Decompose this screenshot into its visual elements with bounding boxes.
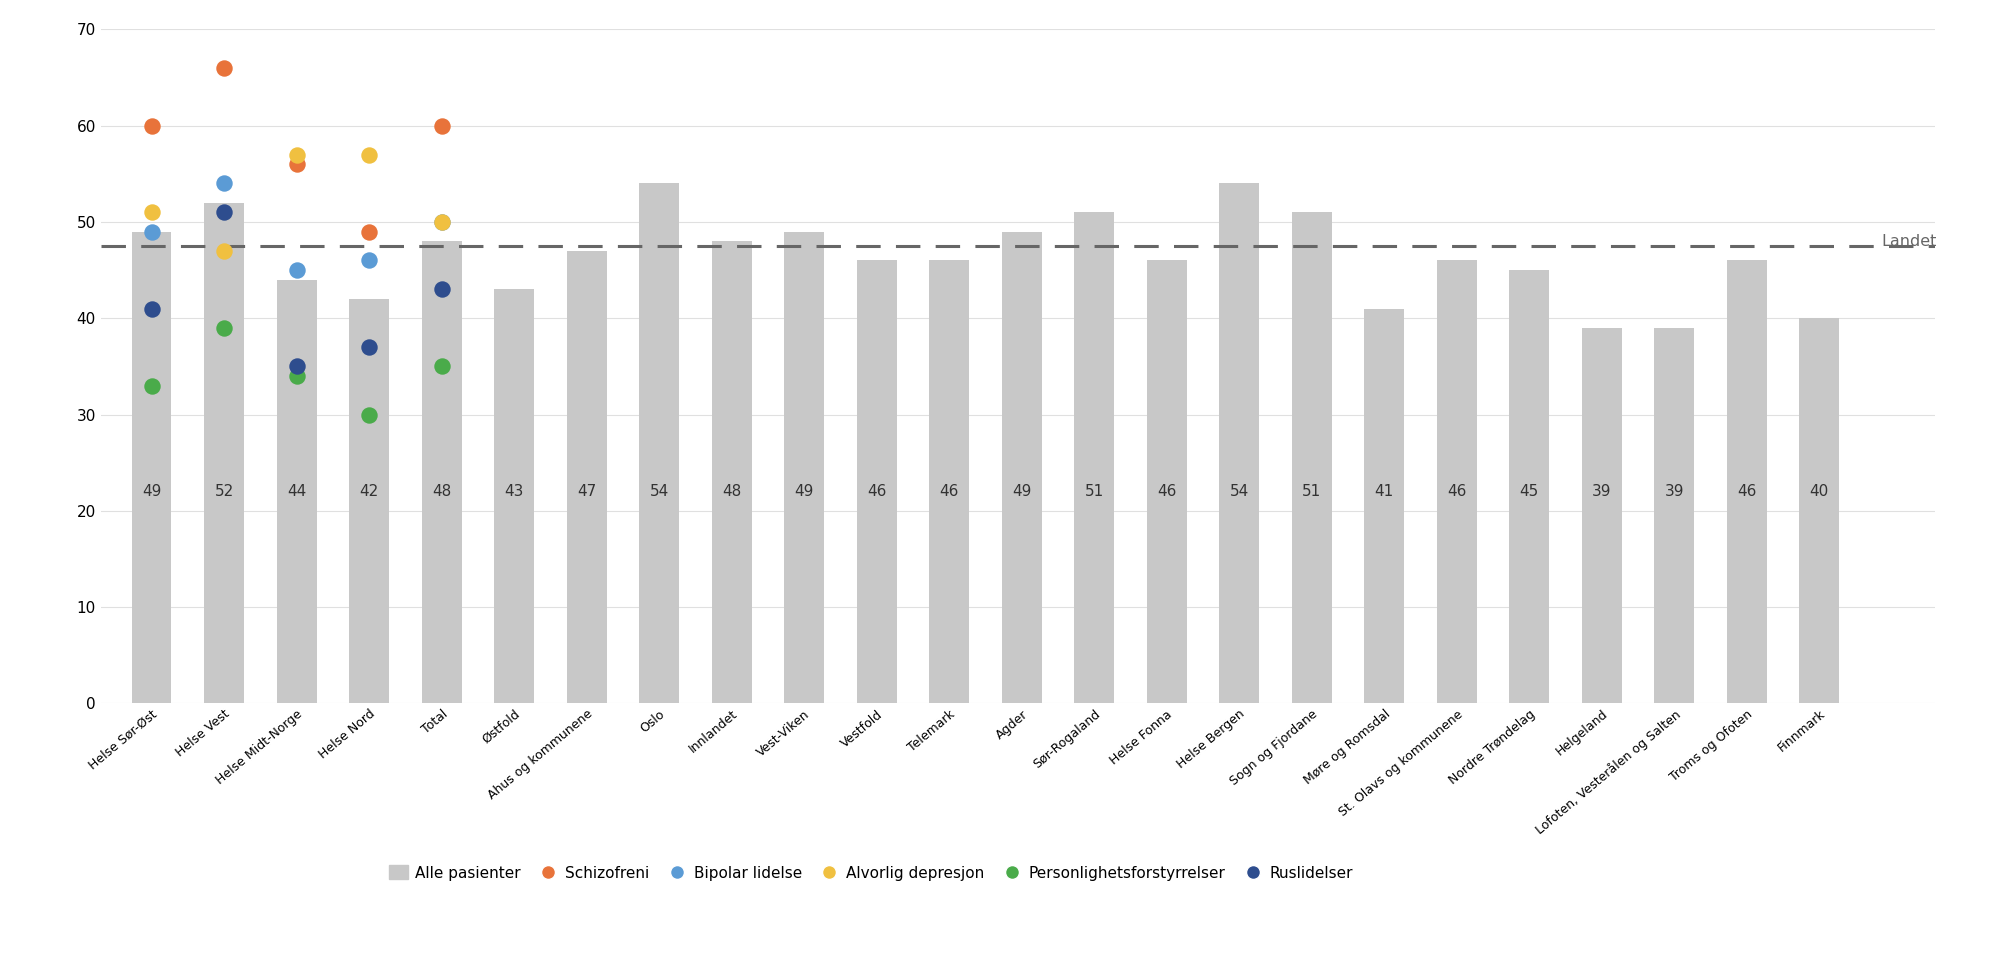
Bar [494, 289, 534, 703]
Bar [1220, 184, 1260, 703]
Legend: Alle pasienter, Schizofreni, Bipolar lidelse, Alvorlig depresjon, Personlighetsf: Alle pasienter, Schizofreni, Bipolar lid… [383, 860, 1359, 887]
Point [280, 262, 312, 277]
Text: 39: 39 [1593, 484, 1611, 499]
Text: 46: 46 [1738, 484, 1756, 499]
Text: 51: 51 [1302, 484, 1320, 499]
Point [353, 339, 385, 355]
Point [425, 281, 458, 297]
Point [280, 359, 312, 374]
Bar [639, 184, 679, 703]
Point [135, 378, 167, 394]
Text: 52: 52 [214, 484, 234, 499]
Point [135, 224, 167, 239]
Text: 49: 49 [794, 484, 814, 499]
Bar [1583, 328, 1621, 703]
Bar [1292, 212, 1333, 703]
Text: Landet: Landet [1881, 234, 1935, 249]
Point [353, 147, 385, 162]
Text: 54: 54 [1230, 484, 1248, 499]
Point [135, 204, 167, 220]
Bar [1075, 212, 1115, 703]
Text: 48: 48 [722, 484, 742, 499]
Text: 46: 46 [1157, 484, 1177, 499]
Point [280, 368, 312, 384]
Bar [1002, 232, 1042, 703]
Point [425, 359, 458, 374]
Text: 41: 41 [1375, 484, 1393, 499]
Point [208, 204, 240, 220]
Point [135, 301, 167, 317]
Point [208, 320, 240, 336]
Point [353, 406, 385, 422]
Text: 49: 49 [1012, 484, 1032, 499]
Bar [1147, 261, 1187, 703]
Text: 40: 40 [1810, 484, 1829, 499]
Point [208, 60, 240, 75]
Bar [566, 251, 607, 703]
Point [280, 147, 312, 162]
Bar [1510, 270, 1548, 703]
Point [353, 253, 385, 269]
Point [135, 118, 167, 134]
Point [353, 224, 385, 239]
Bar [276, 279, 317, 703]
Bar [204, 202, 244, 703]
Text: 45: 45 [1520, 484, 1538, 499]
Point [425, 214, 458, 230]
Text: 46: 46 [867, 484, 887, 499]
Text: 51: 51 [1085, 484, 1105, 499]
Bar [131, 232, 171, 703]
Text: 44: 44 [286, 484, 306, 499]
Text: 48: 48 [431, 484, 452, 499]
Text: 46: 46 [1447, 484, 1466, 499]
Bar [712, 241, 752, 703]
Bar [1437, 261, 1478, 703]
Bar [349, 299, 389, 703]
Bar [1365, 309, 1405, 703]
Bar [1728, 261, 1766, 703]
Point [208, 176, 240, 191]
Bar [857, 261, 897, 703]
Text: 39: 39 [1665, 484, 1683, 499]
Bar [1800, 319, 1839, 703]
Text: 54: 54 [649, 484, 669, 499]
Point [208, 243, 240, 259]
Bar [1655, 328, 1693, 703]
Point [280, 156, 312, 172]
Point [425, 118, 458, 134]
Text: 43: 43 [504, 484, 524, 499]
Bar [929, 261, 970, 703]
Text: 47: 47 [577, 484, 597, 499]
Text: 49: 49 [141, 484, 161, 499]
Text: 42: 42 [359, 484, 379, 499]
Bar [421, 241, 462, 703]
Text: 46: 46 [939, 484, 960, 499]
Bar [784, 232, 825, 703]
Point [425, 214, 458, 230]
